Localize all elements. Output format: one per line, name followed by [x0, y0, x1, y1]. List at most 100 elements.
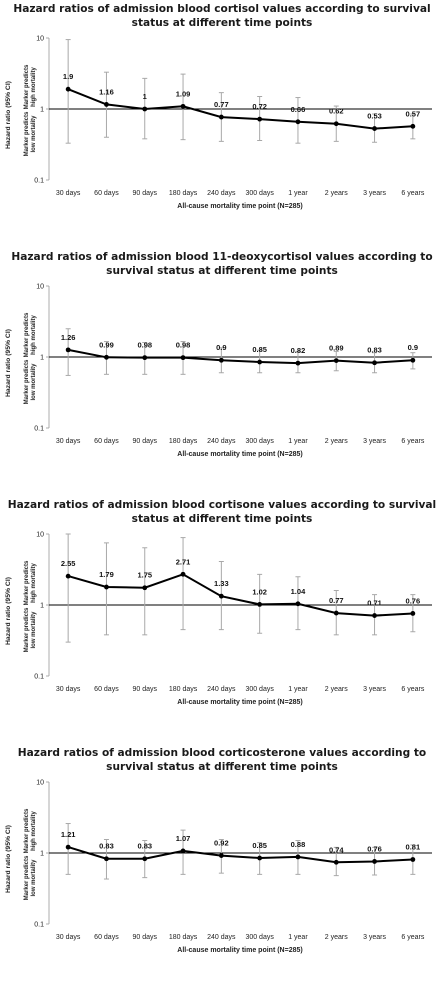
x-tick-label: 90 days [132, 934, 157, 941]
x-tick-label: 240 days [207, 934, 236, 941]
data-label: 0.89 [329, 344, 344, 353]
data-label: 1.33 [214, 579, 229, 588]
data-label: 0.99 [99, 340, 114, 349]
y-tick-label: 0.1 [34, 426, 44, 433]
x-tick-label: 300 days [245, 686, 274, 693]
x-tick-label: 30 days [56, 934, 81, 941]
data-label: 0.77 [329, 596, 344, 605]
lower-note-line: Marker predicts [24, 359, 30, 404]
data-label: 1.16 [99, 87, 114, 96]
data-point [218, 357, 224, 363]
x-tick-label: 6 years [401, 934, 424, 941]
upper-note-line: Marker predicts [24, 808, 30, 853]
chart-title-line: Hazard ratios of admission blood 11-deox… [11, 251, 432, 263]
chart-svg: Hazard ratios of admission blood 11-deox… [5, 251, 433, 458]
data-label: 1.75 [137, 571, 152, 580]
lower-note-line: low mortality [31, 859, 37, 897]
data-label: 0.88 [291, 840, 306, 849]
data-point [180, 355, 186, 361]
x-tick-label: 3 years [363, 934, 386, 941]
upper-note-line: high mortality [31, 315, 37, 355]
x-tick-label: 2 years [325, 190, 348, 197]
x-tick-label: 180 days [169, 686, 198, 693]
x-tick-label: 60 days [94, 438, 119, 445]
data-label: 2.71 [176, 557, 191, 566]
x-tick-label: 300 days [245, 934, 274, 941]
x-tick-label: 2 years [325, 686, 348, 693]
data-label: 0.9 [216, 343, 226, 352]
y-tick-label: 1 [40, 107, 44, 114]
x-tick-label: 6 years [401, 190, 424, 197]
data-label: 0.76 [367, 844, 382, 853]
data-label: 0.85 [252, 345, 267, 354]
data-point [295, 854, 301, 860]
x-tick-label: 90 days [132, 686, 157, 693]
lower-note-line: Marker predicts [24, 111, 30, 156]
data-point [410, 611, 416, 616]
hazard-ratio-line [68, 348, 413, 365]
data-point [104, 584, 109, 590]
hazard-ratio-chart: Hazard ratios of admission blood cortico… [0, 744, 445, 992]
hazard-ratio-chart: Hazard ratios of admission blood cortiso… [0, 496, 445, 744]
data-label: 0.74 [329, 845, 344, 854]
x-axis-title: All-cause mortality time point (N=285) [177, 203, 302, 210]
x-tick-label: 30 days [56, 686, 81, 693]
data-point [410, 357, 416, 363]
lower-note-line: Marker predicts [24, 607, 30, 652]
data-label: 0.76 [406, 596, 421, 605]
x-tick-label: 180 days [169, 934, 198, 941]
data-point [104, 102, 109, 107]
x-tick-label: 90 days [132, 438, 157, 445]
y-axis-title: Hazard ratio (95% CI) [5, 329, 12, 397]
data-point [295, 360, 301, 366]
data-point [410, 857, 416, 862]
data-point [142, 355, 148, 361]
x-tick-label: 3 years [363, 438, 386, 445]
x-tick-label: 1 year [288, 686, 308, 693]
data-label: 0.72 [252, 102, 267, 111]
x-tick-label: 60 days [94, 190, 119, 197]
data-label: 0.98 [137, 341, 152, 350]
lower-note-line: Marker predicts [24, 855, 30, 900]
x-tick-label: 1 year [288, 934, 308, 941]
data-point [410, 123, 416, 129]
data-point [257, 359, 263, 365]
chart-svg: Hazard ratios of admission blood cortico… [5, 747, 432, 954]
data-label: 1.09 [176, 89, 191, 98]
y-tick-label: 0.1 [34, 674, 44, 681]
data-point [180, 103, 186, 109]
chart-title-line: status at different time points [132, 17, 313, 29]
data-point [180, 848, 186, 854]
data-point [65, 844, 71, 850]
data-point [333, 121, 339, 127]
y-tick-label: 10 [36, 532, 44, 539]
data-label: 0.9 [408, 343, 418, 352]
x-tick-label: 300 days [245, 438, 274, 445]
upper-note-line: Marker predicts [24, 560, 30, 605]
data-label: 1.21 [61, 830, 76, 839]
data-point [142, 585, 148, 591]
upper-note-line: Marker predicts [24, 64, 30, 109]
hazard-ratio-line [67, 573, 413, 617]
data-point [372, 126, 377, 131]
data-label: 0.57 [406, 109, 421, 118]
data-label: 0.92 [214, 839, 229, 848]
data-point [333, 358, 339, 363]
x-tick-label: 6 years [401, 438, 424, 445]
data-point [257, 116, 263, 122]
y-axis-title: Hazard ratio (95% CI) [5, 577, 12, 645]
x-tick-label: 2 years [325, 934, 348, 941]
data-label: 1.07 [176, 834, 191, 843]
data-label: 1 [143, 92, 147, 101]
chart-title-line: Hazard ratios of admission blood cortico… [18, 747, 426, 759]
lower-note-line: low mortality [31, 611, 37, 649]
x-tick-label: 1 year [288, 190, 308, 197]
data-point [295, 601, 301, 607]
data-point [104, 354, 109, 360]
data-label: 0.53 [367, 112, 382, 121]
chart-title-line: Hazard ratios of admission blood cortiso… [13, 3, 430, 15]
data-label: 1.26 [61, 333, 76, 342]
data-label: 0.82 [291, 346, 306, 355]
data-label: 0.98 [176, 341, 191, 350]
